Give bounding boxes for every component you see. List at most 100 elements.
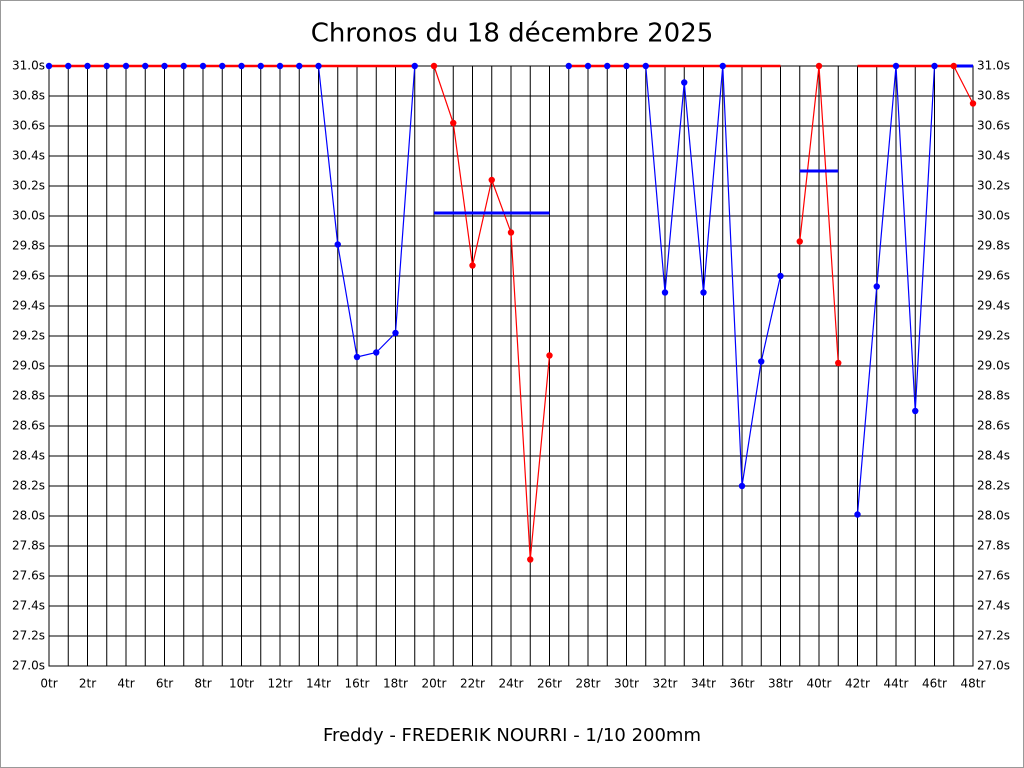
y-tick-label-right: 30.2s <box>977 179 1010 193</box>
point <box>142 62 149 70</box>
y-tick-label-right: 27.6s <box>977 569 1010 583</box>
x-tick-label: 6tr <box>156 677 173 691</box>
point <box>584 62 592 70</box>
point <box>65 62 72 70</box>
point <box>238 62 245 70</box>
point <box>604 62 611 70</box>
point <box>45 62 53 70</box>
x-tick-label: 24tr <box>499 677 524 691</box>
y-tick-label-right: 29.6s <box>977 269 1010 283</box>
y-tick-label: 28.8s <box>12 389 45 403</box>
y-tick-label: 28.6s <box>12 419 45 433</box>
x-tick-label: 30tr <box>614 677 639 691</box>
point <box>411 62 418 70</box>
y-tick-label-right: 29.2s <box>977 329 1010 343</box>
x-tick-label: 2tr <box>79 677 96 691</box>
y-tick-label: 27.8s <box>12 539 45 553</box>
y-tick-label: 30.4s <box>12 149 45 163</box>
x-tick-label: 14tr <box>306 677 331 691</box>
x-tick-label: 46tr <box>922 677 947 691</box>
point <box>392 329 399 337</box>
point <box>257 62 264 70</box>
y-tick-label: 30.2s <box>12 179 45 193</box>
x-tick-label: 16tr <box>345 677 370 691</box>
x-tick-label: 4tr <box>117 677 134 691</box>
x-tick-label: 0tr <box>40 677 57 691</box>
y-tick-label: 27.4s <box>12 599 45 613</box>
point <box>103 62 110 70</box>
point <box>315 62 322 70</box>
x-tick-label: 22tr <box>460 677 485 691</box>
x-tick-label: 26tr <box>537 677 562 691</box>
y-tick-label-right: 27.8s <box>977 539 1010 553</box>
point <box>507 229 515 236</box>
point <box>642 62 649 70</box>
point <box>276 62 284 70</box>
y-tick-label-right: 28.0s <box>977 509 1010 523</box>
y-tick-label: 28.0s <box>12 509 45 523</box>
chart-subtitle: Freddy - FREDERIK NOURRI - 1/10 200mm <box>323 725 701 746</box>
x-tick-label: 20tr <box>422 677 447 691</box>
y-tick-label-right: 31.0s <box>977 59 1010 73</box>
point <box>469 262 476 269</box>
point <box>373 349 380 356</box>
x-tick-label: 10tr <box>229 677 254 691</box>
point <box>84 62 91 70</box>
y-tick-label-right: 27.4s <box>977 599 1010 613</box>
x-tick-label: 40tr <box>807 677 832 691</box>
x-tick-label: 38tr <box>768 677 793 691</box>
point <box>912 407 919 415</box>
point <box>661 289 669 296</box>
y-tick-label: 29.2s <box>12 329 45 343</box>
point <box>565 62 572 70</box>
point <box>527 556 534 563</box>
y-tick-label: 30.0s <box>12 209 45 223</box>
x-tick-label: 32tr <box>653 677 678 691</box>
point <box>738 482 746 490</box>
y-tick-label-right: 27.2s <box>977 629 1010 643</box>
point <box>546 352 553 359</box>
point <box>180 62 187 70</box>
point <box>296 62 303 70</box>
point <box>931 62 938 70</box>
point <box>854 511 861 518</box>
point <box>161 62 168 70</box>
y-tick-label-right: 30.0s <box>977 209 1010 223</box>
y-tick-label: 31.0s <box>12 59 45 73</box>
y-tick-label-right: 30.4s <box>977 149 1010 163</box>
x-tick-label: 36tr <box>730 677 755 691</box>
point <box>950 62 957 70</box>
point <box>892 62 900 70</box>
y-tick-label: 29.4s <box>12 299 45 313</box>
y-tick-label-right: 29.4s <box>977 299 1010 313</box>
x-tick-label: 48tr <box>961 677 986 691</box>
y-tick-label: 27.6s <box>12 569 45 583</box>
y-tick-label-right: 28.8s <box>977 389 1010 403</box>
y-tick-label: 29.6s <box>12 269 45 283</box>
point <box>758 358 765 365</box>
x-tick-label: 42tr <box>845 677 870 691</box>
point <box>969 100 977 107</box>
x-tick-label: 44tr <box>884 677 909 691</box>
y-tick-label-right: 30.8s <box>977 89 1010 103</box>
point <box>122 62 130 70</box>
point <box>777 272 784 280</box>
y-tick-label-right: 29.8s <box>977 239 1010 253</box>
y-tick-label-right: 28.4s <box>977 449 1010 463</box>
x-tick-label: 8tr <box>194 677 211 691</box>
chart-title: Chronos du 18 décembre 2025 <box>311 19 714 49</box>
point <box>835 359 842 367</box>
point <box>815 62 823 70</box>
y-tick-label-right: 28.2s <box>977 479 1010 493</box>
x-tick-label: 28tr <box>576 677 601 691</box>
y-tick-label-right: 27.0s <box>977 659 1010 673</box>
y-tick-label: 27.2s <box>12 629 45 643</box>
y-tick-label: 29.8s <box>12 239 45 253</box>
y-tick-label: 27.0s <box>12 659 45 673</box>
point <box>334 241 341 248</box>
point <box>450 119 457 127</box>
point <box>430 62 438 70</box>
series-line <box>953 65 974 104</box>
y-tick-label-right: 30.6s <box>977 119 1010 133</box>
